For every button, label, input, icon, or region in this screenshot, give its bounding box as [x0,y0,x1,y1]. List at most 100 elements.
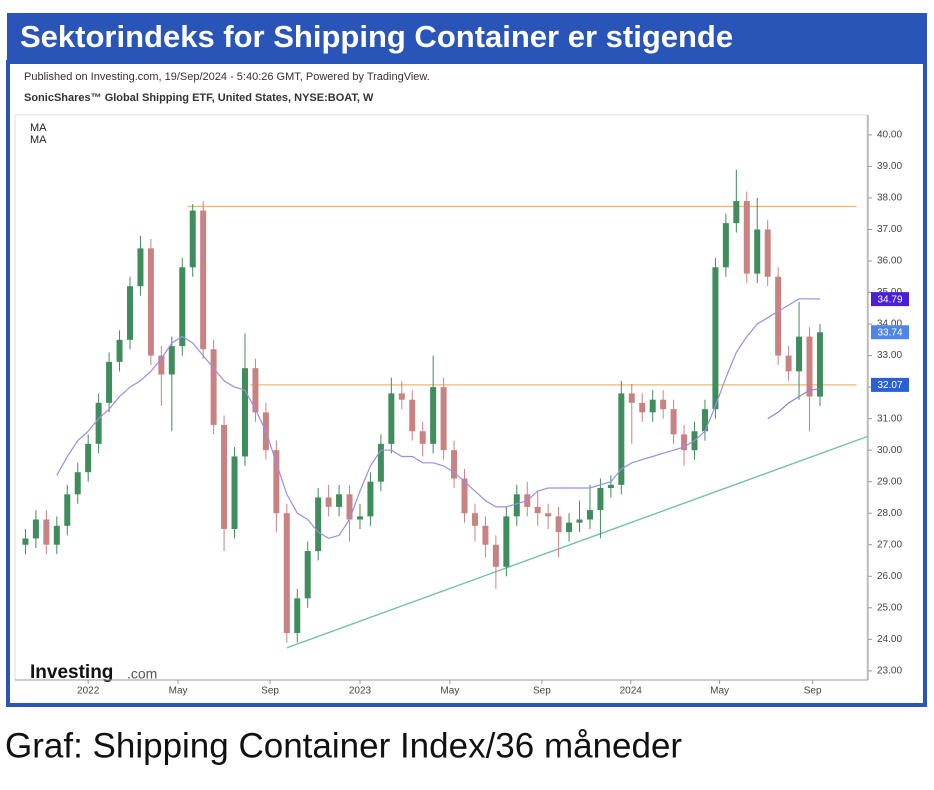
candle-body [147,248,154,356]
candle-body [189,210,196,268]
candle-body [733,201,740,224]
y-tick-label: 34.00 [877,319,902,330]
candle-body [816,332,823,397]
logo: Investing [30,662,113,683]
candle-body [304,551,311,599]
candle-body [513,494,520,517]
y-tick-label: 36.00 [877,256,902,267]
price-label: 33.74 [877,327,902,338]
plot: 23.00 24.00 25.00 26.00 27.00 28.00 29.00 30.00… [14,114,909,697]
candle-body [555,516,562,533]
candle-body [639,402,646,413]
candle-body [43,519,50,545]
candle-body [482,525,489,545]
candle-body [628,393,635,403]
candle-body [597,487,604,511]
candle-body [126,286,133,340]
y-tick-label: 31.00 [877,413,902,424]
y-tick-label: 25.00 [877,602,902,613]
candle-body [586,510,593,520]
candle-body [576,519,583,523]
header-bar [7,13,927,63]
candle-body [451,450,458,479]
x-tick-label: May [169,686,188,697]
price-label: 32.07 [877,380,902,391]
candle-body [367,481,374,517]
candle-body [168,346,175,375]
candle-body [764,229,771,277]
candle-body [315,497,322,552]
candle-body [796,336,803,372]
candle-body [179,267,186,347]
candle-body [398,393,405,400]
candle-body [701,409,708,432]
candle-body [712,267,719,410]
candle-body [336,494,343,507]
ma-line [56,298,821,540]
x-tick-label: Sep [533,686,551,697]
candle-body [377,443,384,482]
candle-body [22,538,29,545]
price-label-box [871,325,909,340]
candle-body [116,339,123,362]
candle-body [200,210,207,350]
candle-body [346,494,353,520]
candle-body [785,355,792,372]
candle-body [440,387,447,451]
y-tick-label: 29.00 [877,476,902,487]
candle-body [137,248,144,287]
candle-body [158,355,165,375]
candle-body [325,497,332,507]
header-title: Sektorindeks for Shipping Container er s… [20,19,733,54]
candle-body [670,409,677,435]
y-tick-label: 38.00 [877,193,902,204]
candle-body [430,387,437,444]
candle-body [722,223,729,268]
candle-body [252,368,259,413]
candle-body [503,516,510,567]
x-tick-label: 2024 [620,686,643,697]
candle-body [545,513,552,517]
candle-body [743,201,750,274]
price-label-box [871,292,909,307]
candle-body [221,424,228,529]
price-label-box [871,377,909,392]
y-tick-label: 24.00 [877,634,902,645]
candle-body [681,434,688,451]
price-label: 34.79 [877,294,902,305]
candle-body [607,484,614,488]
x-tick-label: Sep [804,686,822,697]
x-tick-label: Sep [261,686,279,697]
y-tick-label: 23.00 [877,665,902,676]
candle-body [106,361,113,403]
caption: Graf: Shipping Container Index/36 månede… [5,726,682,765]
chart-frame [6,60,927,707]
x-tick-label: 2023 [349,686,372,697]
chart-subtitle: SonicShares™ Global Shipping ETF, United… [24,92,374,104]
candle-body [419,431,426,444]
candle-body [388,393,395,444]
candle-body [85,443,92,473]
candle-body [775,276,782,356]
candle-body [534,506,541,514]
y-tick-label: 37.00 [877,224,902,235]
published-note: Published on Investing.com, 19/Sep/2024 … [24,71,430,83]
candle-body [618,393,625,485]
y-tick-label: 27.00 [877,539,902,550]
legend-label: MA [30,122,47,134]
candle-body [53,525,60,545]
candle-body [649,399,656,413]
candle-body [471,513,478,526]
y-tick-label: 28.00 [877,508,902,519]
candle-body [806,336,813,397]
ma-line [767,388,821,420]
candle-body [409,399,416,432]
candle-body [461,478,468,514]
logo-suffix: .com [127,666,157,682]
candle-body [283,513,290,634]
candle-body [32,519,39,539]
candle-body [566,522,573,533]
candle-body [754,229,761,274]
